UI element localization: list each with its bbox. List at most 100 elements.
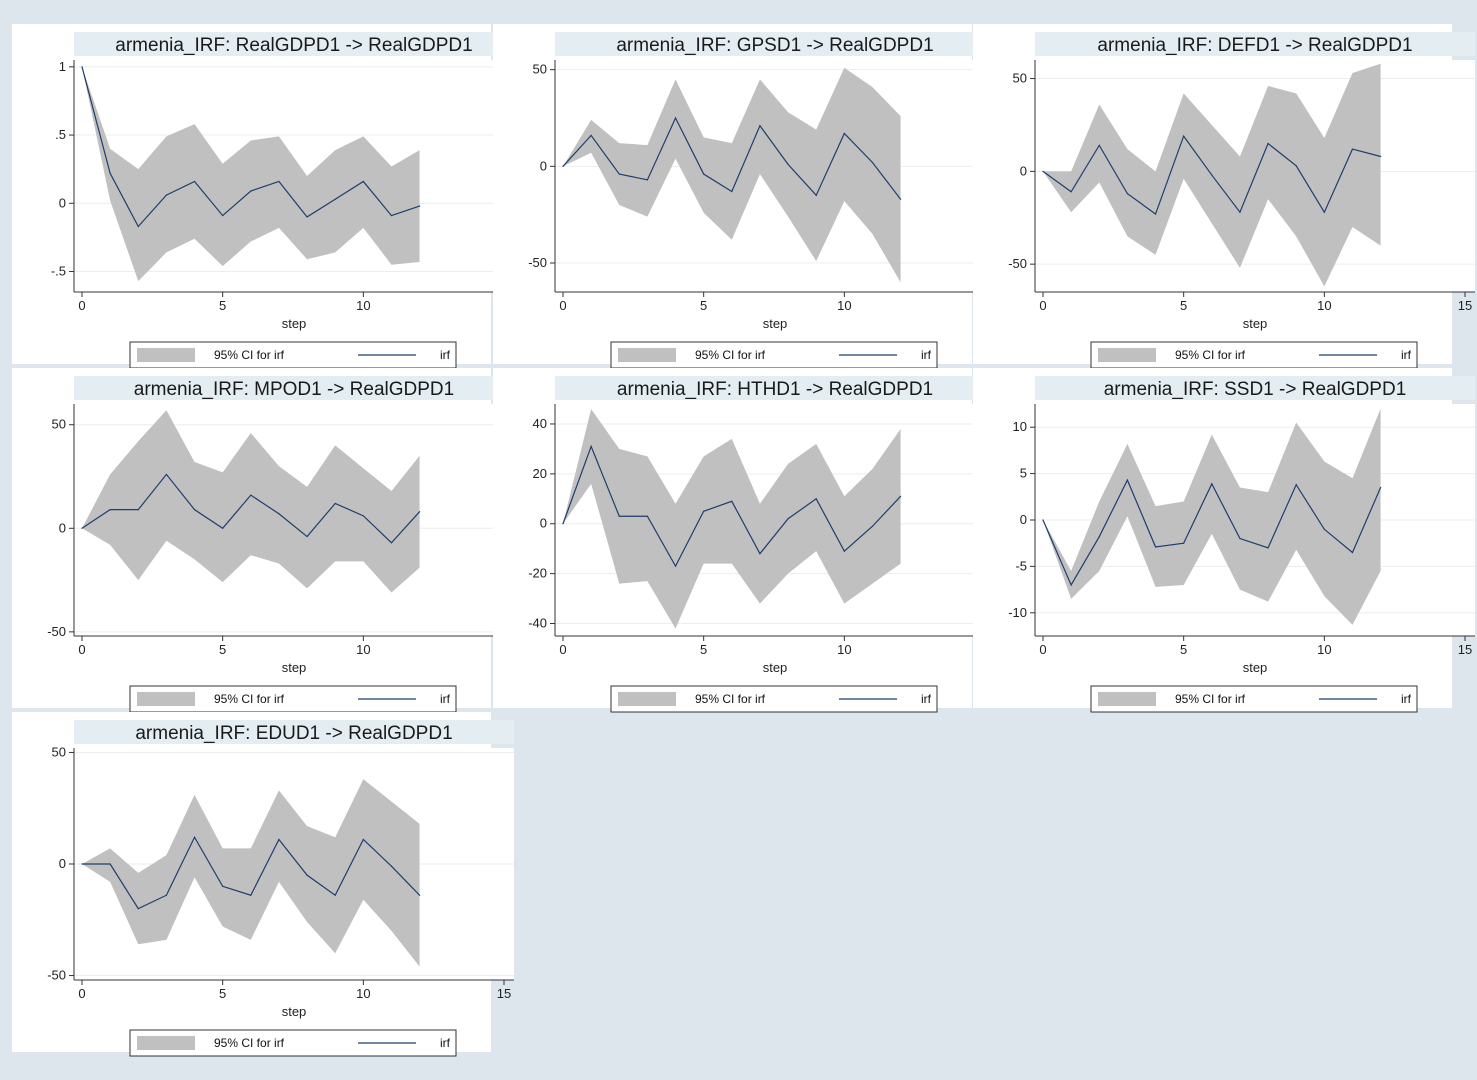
x-tick-label: 10 [1317, 642, 1331, 657]
panel-title: armenia_IRF: DEFD1 -> RealGDPD1 [1097, 35, 1412, 56]
irf-point [1380, 487, 1381, 488]
irf-point [250, 895, 251, 896]
x-tick-label: 0 [78, 298, 85, 313]
irf-point [391, 866, 392, 867]
irf-point [872, 526, 873, 527]
legend-ci-swatch [618, 348, 676, 362]
x-tick-label: 15 [1458, 642, 1472, 657]
x-axis-label: step [282, 1004, 307, 1019]
irf-point [787, 518, 788, 519]
irf-point [110, 863, 111, 864]
x-tick-label: 10 [837, 298, 851, 313]
irf-point [250, 495, 251, 496]
x-tick-label: 10 [837, 642, 851, 657]
irf-point [675, 566, 676, 567]
irf-point [335, 503, 336, 504]
irf-point [1042, 171, 1043, 172]
y-tick-label: 5 [1020, 466, 1027, 481]
x-axis-label: step [282, 316, 307, 331]
y-tick-label: 0 [1020, 512, 1027, 527]
x-tick-label: 10 [356, 986, 370, 1001]
irf-point [166, 474, 167, 475]
legend-ci-label: 95% CI for irf [214, 692, 285, 706]
x-tick-label: 10 [356, 298, 370, 313]
irf-panel-5: armenia_IRF: HTHD1 -> RealGDPD1 40 20 0 -20 -… [493, 368, 995, 712]
irf-panel-1: armenia_IRF: RealGDPD1 -> RealGDPD1 1 .5 0 -… [12, 24, 514, 368]
irf-point [194, 837, 195, 838]
irf-point [1071, 191, 1072, 192]
irf-point [1155, 213, 1156, 214]
y-tick-label: 0 [540, 516, 547, 531]
irf-panel-2: armenia_IRF: GPSD1 -> RealGDPD1 50 0 -50 0 5 1… [493, 24, 995, 368]
irf-point [647, 516, 648, 517]
x-tick-label: 10 [356, 642, 370, 657]
irf-point [363, 839, 364, 840]
legend-irf-label: irf [440, 348, 451, 362]
y-tick-label: 50 [52, 417, 66, 432]
x-tick-label: 10 [1317, 298, 1331, 313]
irf-point [844, 133, 845, 134]
irf-point [1155, 546, 1156, 547]
y-tick-label: 50 [533, 62, 547, 77]
legend-ci-swatch [1098, 692, 1156, 706]
irf-panel-4: armenia_IRF: MPOD1 -> RealGDPD1500-500 5 1… [12, 368, 514, 712]
irf-point [1127, 479, 1128, 480]
irf-point [306, 216, 307, 217]
y-tick-label: -5 [1015, 558, 1027, 573]
panel-title: armenia_IRF: GPSD1 -> RealGDPD1 [616, 35, 933, 56]
x-tick-label: 5 [700, 642, 707, 657]
x-tick-label: 5 [1180, 298, 1187, 313]
irf-point [250, 190, 251, 191]
irf-point [278, 839, 279, 840]
y-tick-label: -20 [528, 566, 547, 581]
y-tick-label: 20 [533, 466, 547, 481]
irf-point [562, 166, 563, 167]
irf-point [194, 181, 195, 182]
irf-point [591, 135, 592, 136]
irf-point [138, 908, 139, 909]
y-tick-label: 0 [59, 520, 66, 535]
x-axis-label: step [763, 660, 788, 675]
irf-point [1324, 212, 1325, 213]
legend-irf-label: irf [1401, 348, 1412, 362]
y-tick-label: .5 [55, 127, 66, 142]
irf-point [1099, 536, 1100, 537]
y-tick-label: -50 [528, 255, 547, 270]
legend-ci-label: 95% CI for irf [695, 692, 766, 706]
irf-point [81, 863, 82, 864]
irf-point [222, 886, 223, 887]
x-tick-label: 5 [219, 298, 226, 313]
irf-point [419, 895, 420, 896]
irf-point [844, 551, 845, 552]
y-tick-label: 40 [533, 416, 547, 431]
legend-ci-label: 95% CI for irf [1175, 692, 1246, 706]
x-axis-label: step [282, 660, 307, 675]
irf-point [419, 511, 420, 512]
irf-point [619, 173, 620, 174]
irf-point [1239, 212, 1240, 213]
panel-title: armenia_IRF: RealGDPD1 -> RealGDPD1 [115, 35, 472, 56]
irf-point [222, 528, 223, 529]
y-tick-label: 0 [59, 856, 66, 871]
irf-point [1042, 519, 1043, 520]
x-tick-label: 15 [497, 986, 511, 1001]
y-tick-label: -50 [47, 968, 66, 983]
legend-irf-label: irf [921, 692, 932, 706]
y-tick-label: 1 [59, 59, 66, 74]
legend-irf-label: irf [921, 348, 932, 362]
legend-ci-swatch [1098, 348, 1156, 362]
irf-point [194, 509, 195, 510]
irf-point [306, 875, 307, 876]
x-tick-label: 0 [559, 642, 566, 657]
irf-point [166, 195, 167, 196]
panel-title: armenia_IRF: MPOD1 -> RealGDPD1 [134, 379, 454, 400]
irf-point [278, 181, 279, 182]
irf-point [759, 553, 760, 554]
irf-point [278, 513, 279, 514]
irf-point [335, 895, 336, 896]
x-tick-label: 5 [219, 642, 226, 657]
irf-point [110, 173, 111, 174]
irf-point [703, 511, 704, 512]
irf-point [1239, 538, 1240, 539]
